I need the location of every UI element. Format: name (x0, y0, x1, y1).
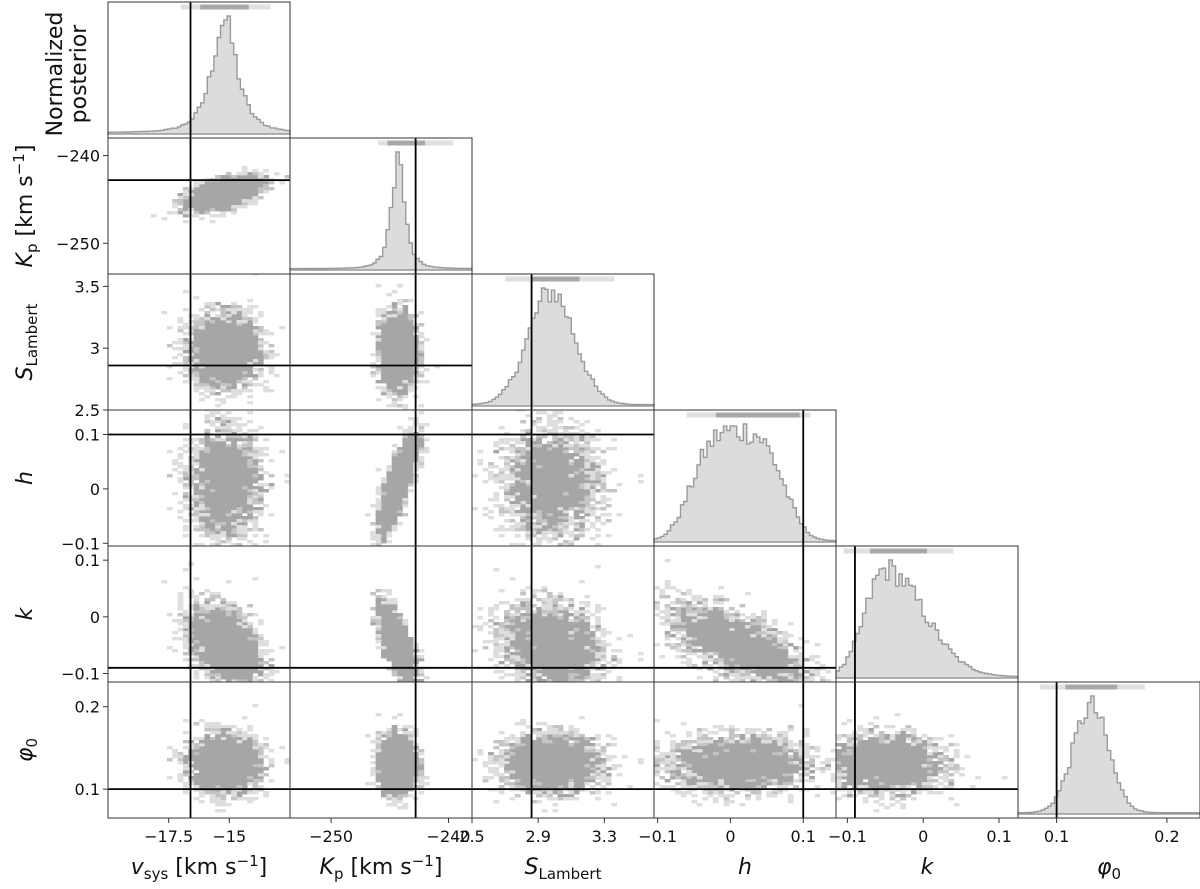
x-tick-label: −0.1 (828, 827, 867, 846)
y-tick-label: −240 (56, 147, 100, 166)
y-tick-label: 3 (90, 339, 100, 358)
density-k-vs-h (654, 559, 832, 682)
y-tick-label: −250 (56, 234, 100, 253)
x-axis-label-Kp: Kp [km s−1] (320, 852, 443, 883)
density-SLambert-vs-vsys (161, 274, 286, 408)
y-axis-label-phi0: φ0 (13, 738, 41, 762)
density-k-vs-vsys (161, 562, 286, 682)
histogram-k (835, 548, 1019, 679)
x-tick-label: 0.1 (986, 827, 1011, 846)
y-tick-label: 0 (90, 608, 100, 627)
x-tick-label: 0.1 (1044, 827, 1069, 846)
density-SLambert-vs-Kp (370, 284, 441, 410)
histogram-Kp-bars (289, 151, 473, 271)
density-h-vs-Kp (364, 411, 430, 546)
y-tick-label: 2.5 (75, 401, 100, 420)
histogram-vsys-bars (107, 15, 291, 135)
x-axis-label-SLambert: SLambert (525, 855, 602, 883)
x-tick-label: 0 (725, 827, 735, 846)
y-tick-label: 0.1 (75, 780, 100, 799)
x-tick-label: 3.3 (592, 827, 617, 846)
density-phi0-vs-vsys (166, 704, 290, 813)
y-tick-label: 0.1 (75, 551, 100, 570)
x-tick-label: −240 (427, 827, 471, 846)
y-axis-label-Kp: Kp [km s−1] (10, 145, 41, 268)
x-tick-label: −0.1 (638, 827, 677, 846)
histogram-phi0 (1017, 684, 1200, 815)
histogram-vsys (107, 4, 291, 135)
x-tick-label: −250 (309, 827, 353, 846)
y-tick-label: 0.2 (75, 698, 100, 717)
y-axis-label-SLambert: SLambert (13, 303, 41, 380)
y-tick-label: 0 (90, 480, 100, 499)
histogram-Kp (289, 140, 473, 271)
histogram-SLambert (471, 276, 655, 407)
y-axis-label-h: h (13, 471, 38, 485)
x-axis-label-h: h (738, 855, 752, 880)
histogram-h (653, 412, 837, 543)
y-axis-label-k: k (13, 606, 38, 620)
density-phi0-vs-Kp (364, 713, 430, 810)
x-tick-label: −15 (212, 827, 246, 846)
density-phi0-vs-h (654, 704, 836, 807)
x-axis-label-vsys: vsys [km s−1] (131, 852, 267, 883)
density-h-vs-vsys (166, 410, 290, 546)
histogram-h-bars (653, 423, 837, 543)
x-axis-label-k: k (921, 855, 935, 880)
x-tick-label: −17.5 (144, 827, 193, 846)
x-tick-label: 0.1 (791, 827, 816, 846)
density-k-vs-Kp (370, 589, 430, 682)
x-axis-label-phi0: φ0 (1097, 855, 1121, 883)
panel-frame (1017, 681, 1200, 819)
density-phi0-vs-SLambert (472, 716, 644, 813)
y-tick-label: 3.5 (75, 277, 100, 296)
histogram-phi0-bars (1017, 695, 1200, 815)
y-axis-label-normalized-posterior: Normalizedposterior (43, 12, 92, 137)
x-tick-label: 2.5 (459, 827, 484, 846)
histogram-SLambert-bars (471, 287, 655, 407)
x-tick-label: 0.2 (1154, 827, 1179, 846)
y-tick-label: −0.1 (61, 665, 100, 684)
panel-frame (289, 137, 473, 275)
x-tick-label: 0 (918, 827, 928, 846)
x-tick-label: 2.9 (525, 827, 550, 846)
histogram-k-bars (835, 559, 1019, 679)
density-h-vs-SLambert (472, 410, 644, 546)
density-k-vs-SLambert (472, 565, 644, 682)
y-tick-label: 0.1 (75, 425, 100, 444)
y-tick-label: −0.1 (61, 534, 100, 553)
density-Kp-vs-vsys (150, 166, 290, 224)
